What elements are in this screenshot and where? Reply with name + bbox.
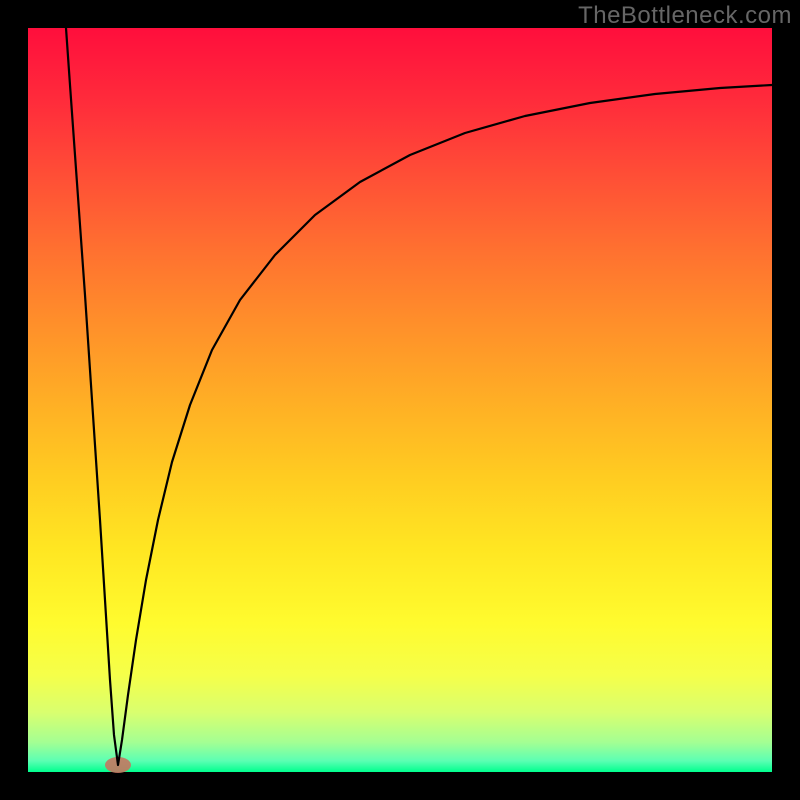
chart-container: TheBottleneck.com: [0, 0, 800, 800]
bottleneck-chart: [0, 0, 800, 800]
watermark-text: TheBottleneck.com: [578, 2, 792, 30]
